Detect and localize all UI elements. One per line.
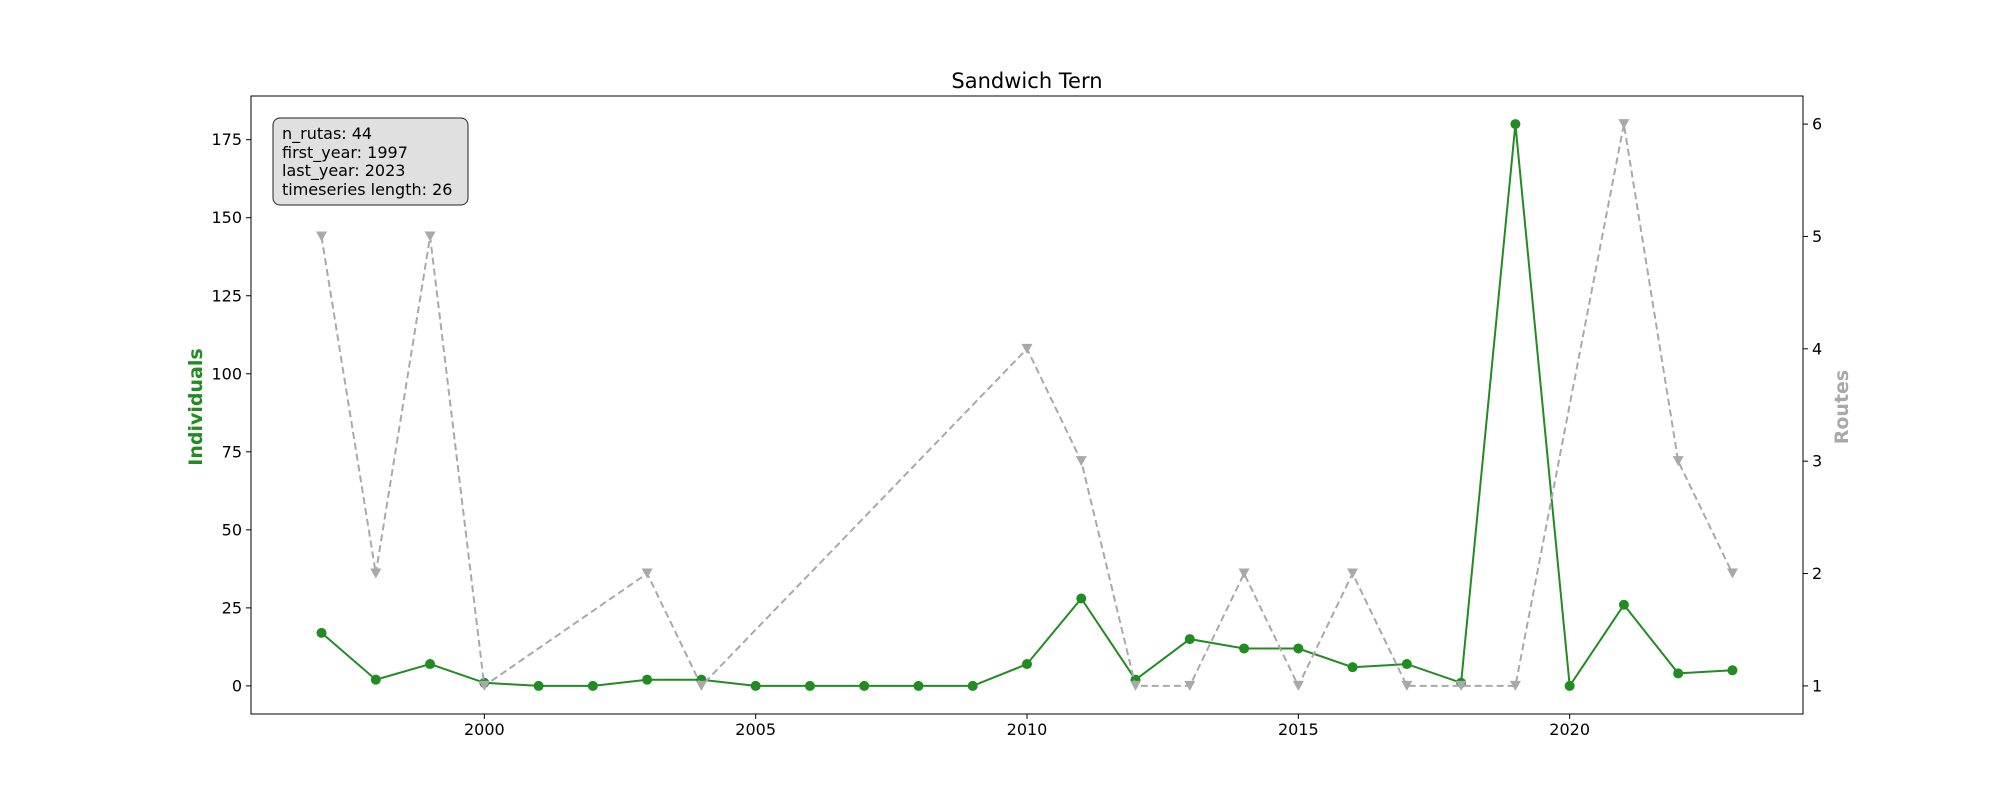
individuals-point [750, 680, 761, 691]
individuals-point [642, 674, 653, 685]
individuals-point [804, 680, 815, 691]
y-left-tick-label: 100 [211, 364, 242, 383]
y-right-tick-label: 4 [1812, 339, 1822, 358]
individuals-point [1618, 599, 1629, 610]
routes-point [1509, 680, 1521, 691]
routes-point [1401, 680, 1413, 691]
routes-point [478, 680, 490, 691]
info-box-background [272, 117, 469, 206]
y-axis-right-label: Routes [1831, 370, 1853, 445]
y-right-tick-label: 1 [1812, 676, 1822, 695]
individuals-point [1022, 659, 1032, 670]
y-left-tick-label: 150 [211, 208, 242, 227]
y-left-tick-label: 0 [232, 676, 242, 695]
plot-frame [250, 95, 1804, 715]
y-right-tick-label: 2 [1812, 564, 1822, 583]
x-tick-label: 2005 [735, 720, 776, 739]
series-layer [316, 119, 1738, 691]
info-line-n-rutas: n_rutas: 44 [282, 124, 372, 144]
routes-point [1618, 119, 1630, 130]
routes-point [1455, 680, 1467, 691]
y-left-tick-label: 75 [222, 442, 242, 461]
routes-point [641, 568, 653, 579]
individuals-point [533, 680, 544, 691]
y-left-tick-label: 25 [222, 598, 242, 617]
individuals-point [1239, 643, 1250, 654]
y-left-tick-label: 50 [222, 520, 242, 539]
individuals-point [1347, 662, 1358, 673]
individuals-point [370, 674, 381, 685]
routes-point [370, 568, 382, 579]
individuals-point [425, 659, 436, 670]
info-line-first-year: first_year: 1997 [282, 143, 408, 163]
y-right-tick-label: 5 [1812, 227, 1822, 246]
y-left-tick-label: 125 [211, 286, 242, 305]
routes-line [320, 123, 1734, 689]
individuals-point [316, 627, 327, 638]
axes-layer: 2000 2005 2010 2015 202002550751001251501751… [211, 95, 1822, 739]
individuals-line [320, 124, 1733, 689]
routes-point [1184, 680, 1196, 691]
individuals-point [1564, 680, 1575, 691]
individuals-point [1293, 643, 1304, 654]
individuals-point [1184, 634, 1195, 645]
y-right-tick-label: 3 [1812, 452, 1822, 471]
info-box: n_rutas: 44 first_year: 1997 last_year: … [272, 117, 469, 206]
routes-point [424, 231, 436, 242]
x-tick-label: 2010 [1007, 720, 1048, 739]
routes-point [1238, 568, 1250, 579]
individuals-point [913, 680, 924, 691]
routes-point [1075, 456, 1087, 467]
individuals-point [1727, 665, 1738, 676]
x-tick-label: 2015 [1278, 720, 1319, 739]
individuals-point [1401, 659, 1412, 670]
individuals-point [587, 680, 598, 691]
individuals-point [967, 680, 978, 691]
routes-point [1130, 680, 1142, 691]
info-line-last-year: last_year: 2023 [282, 161, 405, 181]
y-axis-left-label: Individuals [185, 348, 207, 465]
x-tick-label: 2020 [1549, 720, 1590, 739]
individuals-point [1510, 119, 1521, 130]
routes-point [1347, 568, 1359, 579]
individuals-point [1673, 668, 1684, 679]
routes-point [1726, 568, 1738, 579]
chart-title: Sandwich Tern [951, 69, 1102, 93]
individuals-point [859, 680, 870, 691]
y-left-tick-label: 175 [211, 130, 242, 149]
routes-point [1672, 456, 1684, 467]
info-line-timeseries-length: timeseries length: 26 [282, 180, 452, 199]
routes-point [1292, 680, 1304, 691]
routes-point [1021, 343, 1033, 354]
routes-point [316, 231, 328, 242]
y-right-tick-label: 6 [1812, 115, 1822, 134]
x-tick-label: 2000 [464, 720, 505, 739]
routes-point [695, 680, 707, 691]
individuals-point [1076, 593, 1087, 604]
